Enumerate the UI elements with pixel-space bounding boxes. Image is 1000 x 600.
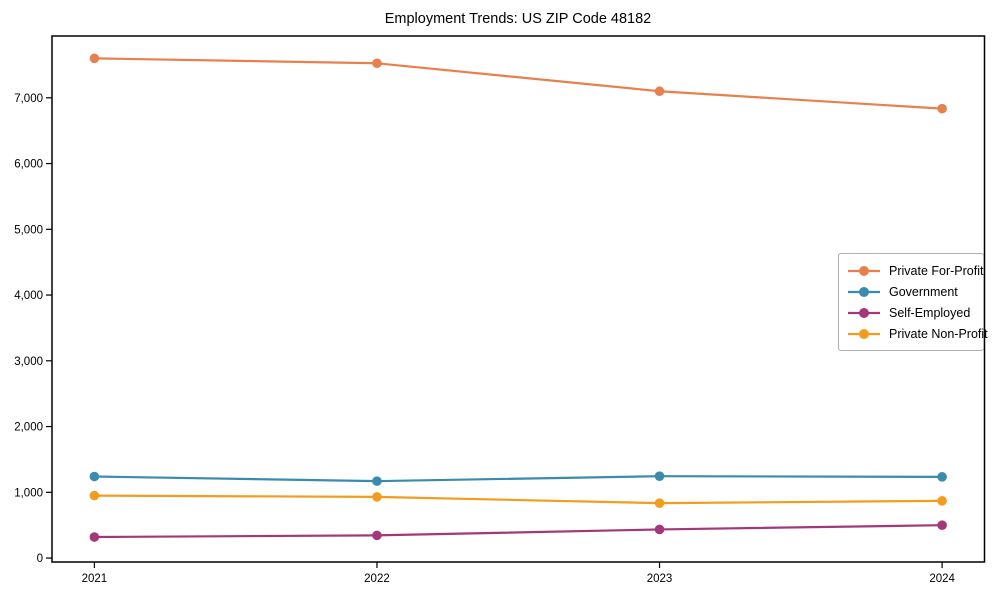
svg-text:6,000: 6,000 <box>14 159 43 171</box>
legend-label: Government <box>889 284 958 299</box>
svg-text:1,000: 1,000 <box>14 487 43 499</box>
svg-text:7,000: 7,000 <box>14 93 43 105</box>
svg-text:2023: 2023 <box>647 573 673 585</box>
svg-text:2024: 2024 <box>929 573 955 585</box>
svg-text:5,000: 5,000 <box>14 224 43 236</box>
legend-item: Private For-Profit <box>846 260 983 281</box>
legend-marker-icon <box>848 265 880 276</box>
legend-marker-icon <box>848 328 880 339</box>
svg-text:2021: 2021 <box>82 573 108 585</box>
svg-text:4,000: 4,000 <box>14 290 43 302</box>
legend-label: Private Non-Profit <box>889 326 988 341</box>
legend: Private For-Profit Government Self-Employe… <box>838 253 988 351</box>
svg-text:3,000: 3,000 <box>14 356 43 368</box>
svg-text:2,000: 2,000 <box>14 422 43 434</box>
legend-item: Government <box>846 281 975 302</box>
svg-text:0: 0 <box>37 553 43 565</box>
legend-marker-icon <box>848 286 880 297</box>
legend-label: Self-Employed <box>889 305 971 320</box>
legend-item: Private Non-Profit <box>846 323 988 344</box>
svg-text:2022: 2022 <box>364 573 390 585</box>
legend-item: Self-Employed <box>846 302 975 323</box>
legend-marker-icon <box>848 307 880 318</box>
chart-title: Employment Trends: US ZIP Code 48182 <box>384 11 652 27</box>
legend-label: Private For-Profit <box>889 263 984 278</box>
